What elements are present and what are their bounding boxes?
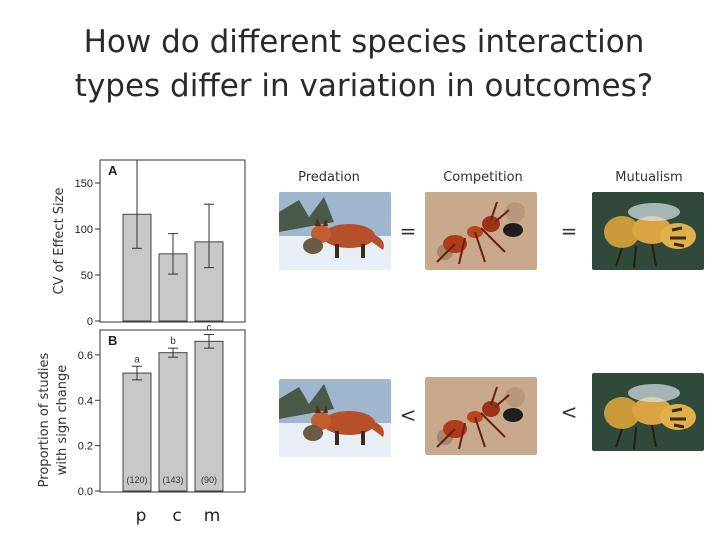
y-tick-label: 0	[87, 316, 93, 328]
operator-row2-1: <	[399, 403, 417, 427]
sample-size-m: (90)	[201, 475, 217, 485]
sample-size-p: (120)	[126, 475, 147, 485]
operator-row1-2: =	[560, 219, 578, 243]
y-tick-label: 100	[75, 224, 93, 236]
panel-b-ylabel-line1: Proportion of studies	[37, 352, 52, 487]
y-tick-label: 50	[81, 270, 93, 282]
bar-m	[194, 340, 224, 492]
significance-letter-c: b	[170, 336, 176, 347]
slide-title: How do different species interaction typ…	[0, 20, 728, 108]
significance-letter-m: c	[207, 323, 212, 334]
panel-a-marks: 0 50 100 150	[75, 159, 224, 328]
ant-photo-row2	[425, 377, 537, 455]
panel-b-frame	[99, 329, 246, 493]
y-tick-label: 150	[75, 178, 93, 190]
y-tick-label: 0.0	[78, 486, 93, 498]
panel-b-label: B	[108, 333, 117, 348]
bar-c	[158, 253, 188, 322]
title-line-2: types differ in variation in outcomes?	[74, 68, 654, 104]
y-tick-label: 0.2	[78, 441, 93, 453]
y-tick-label: 0.4	[78, 395, 93, 407]
operator-row2-2: <	[560, 400, 578, 424]
fox-photo-row1	[279, 192, 391, 270]
label-mutualism: Mutualism	[615, 170, 683, 185]
y-tick-label: 0.6	[78, 350, 93, 362]
fox-photo-row2	[279, 379, 391, 457]
bee-photo-row1	[592, 192, 704, 270]
label-competition: Competition	[443, 170, 523, 185]
bar-p	[122, 372, 152, 492]
panel-a-ylabel: CV of Effect Size	[52, 188, 67, 295]
panel-a-label: A	[108, 163, 118, 178]
operator-row1-1: =	[399, 219, 417, 243]
panel-b-marks: 0.0 0.2 0.4 0.6 a (120) b (143) c (90)	[78, 323, 224, 498]
bar-c	[158, 352, 188, 492]
panel-b-ylabel-line2: with sign change	[55, 365, 70, 476]
panel-a-frame	[99, 159, 246, 323]
sample-size-c: (143)	[162, 475, 183, 485]
bee-photo-row2	[592, 373, 704, 451]
x-category-c: c	[172, 506, 182, 526]
significance-letter-p: a	[134, 354, 140, 365]
label-predation: Predation	[298, 170, 360, 185]
x-category-m: m	[203, 506, 221, 526]
x-category-p: p	[135, 506, 147, 526]
ant-photo-row1	[425, 192, 537, 270]
title-line-1: How do different species interaction	[83, 24, 645, 60]
